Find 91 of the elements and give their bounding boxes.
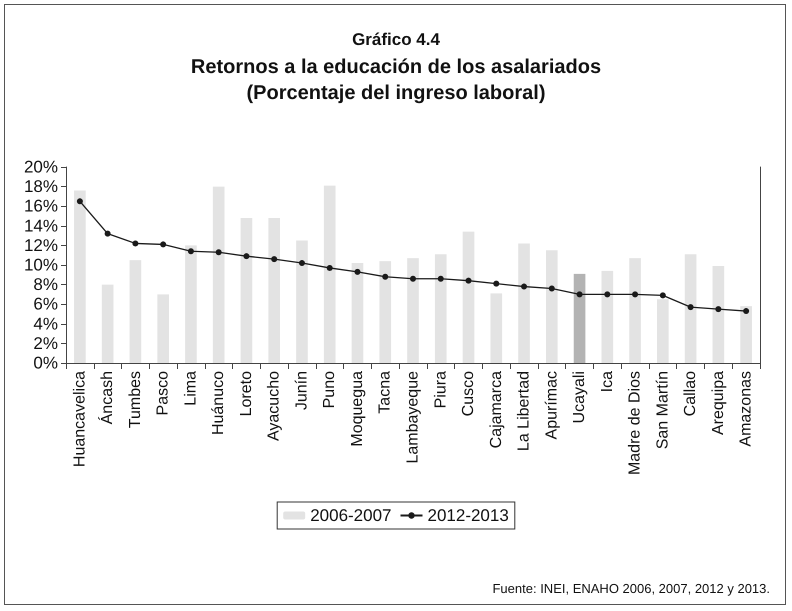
x-tick-label: Moquegua xyxy=(348,370,366,447)
x-tick-label: Pasco xyxy=(154,370,172,416)
point xyxy=(438,276,444,282)
x-tick-label: Ayacucho xyxy=(266,370,283,441)
bar xyxy=(629,258,641,363)
bar xyxy=(712,266,724,363)
x-tick-label: Lima xyxy=(182,370,200,406)
x-tick-label: Áncash xyxy=(98,371,116,424)
point xyxy=(382,274,388,280)
bar xyxy=(157,294,169,363)
source-note: Fuente: INEI, ENAHO 2006, 2007, 2012 y 2013. xyxy=(492,581,770,596)
bar xyxy=(434,254,447,363)
point xyxy=(271,256,278,262)
point xyxy=(132,240,138,246)
x-tick-label: Callao xyxy=(682,370,700,416)
x-tick-label: Amazonas xyxy=(738,371,755,447)
y-tick-label: 0% xyxy=(33,354,58,372)
point xyxy=(715,306,722,312)
point xyxy=(104,230,111,237)
bar xyxy=(601,270,614,363)
bar xyxy=(462,232,474,363)
y-tick-label: 6% xyxy=(33,294,58,314)
bar xyxy=(490,293,502,363)
bar xyxy=(740,306,752,363)
x-tick-label: Cajamarca xyxy=(488,370,505,448)
y-tick-label: 18% xyxy=(24,177,58,196)
bar xyxy=(657,299,669,363)
x-tick-label: Tumbes xyxy=(126,371,144,428)
bar xyxy=(407,258,419,363)
point xyxy=(188,248,194,254)
point xyxy=(743,308,750,314)
x-tick-label: Huánuco xyxy=(210,370,228,436)
point xyxy=(660,292,666,298)
chart-title: Gráfico 4.4 xyxy=(352,30,440,49)
x-tick-label: Huancavelica xyxy=(71,370,88,468)
bar xyxy=(130,260,142,363)
point xyxy=(216,249,222,256)
y-tick-label: 12% xyxy=(24,236,58,255)
point xyxy=(76,198,83,204)
point xyxy=(298,260,305,266)
x-tick-label: Lambayeque xyxy=(404,370,422,464)
x-tick-label: Madre de Dios xyxy=(626,371,644,476)
bar xyxy=(212,186,225,363)
x-tick-label: Arequipa xyxy=(710,370,727,436)
bar xyxy=(379,261,392,363)
x-tick-label: La Libertad xyxy=(516,371,533,452)
point xyxy=(410,276,416,282)
point xyxy=(160,241,166,248)
y-tick-label: 16% xyxy=(24,196,58,216)
x-tick-label: Piura xyxy=(432,370,450,408)
x-tick-label: Junín xyxy=(293,371,310,410)
point xyxy=(632,291,638,298)
bar xyxy=(684,254,696,363)
bar xyxy=(352,263,364,363)
y-tick-label: 20% xyxy=(24,158,58,176)
y-tick-label: 14% xyxy=(24,216,58,236)
point xyxy=(243,253,250,260)
point xyxy=(354,268,360,275)
y-tick-label: 4% xyxy=(33,314,58,334)
point xyxy=(604,291,610,298)
point xyxy=(493,280,500,287)
x-tick-label: Tacna xyxy=(376,370,394,414)
bar xyxy=(296,240,308,363)
x-tick-label: Cusco xyxy=(460,370,478,416)
bar xyxy=(268,218,280,363)
x-tick-label: Ucayali xyxy=(571,371,588,424)
x-tick-label: Puno xyxy=(321,370,338,408)
y-tick-label: 2% xyxy=(33,334,58,353)
bar xyxy=(574,274,586,363)
x-tick-label: Apurímac xyxy=(543,371,560,440)
x-tick-label: Loreto xyxy=(238,370,255,416)
x-tick-label: San Martín xyxy=(654,371,672,450)
point xyxy=(688,304,694,310)
bar xyxy=(74,190,86,363)
point xyxy=(521,284,528,290)
y-tick-label: 10% xyxy=(24,256,58,274)
bar xyxy=(240,218,252,363)
point xyxy=(326,264,333,271)
chart-subtitle: Retornos a la educación de los asalariados (Porcentaje del ingreso laboral) xyxy=(190,56,602,104)
bar xyxy=(102,284,114,363)
y-tick-label: 8% xyxy=(33,275,58,294)
point xyxy=(548,286,555,292)
bar xyxy=(324,186,336,363)
bar xyxy=(518,243,530,363)
point xyxy=(466,278,472,284)
point xyxy=(576,291,583,298)
legend-label: 2012-2013 xyxy=(428,506,509,525)
bar xyxy=(185,245,197,363)
bar xyxy=(546,250,558,363)
x-tick-label: Ica xyxy=(598,370,616,392)
legend-label: 2006-2007 xyxy=(310,506,392,525)
